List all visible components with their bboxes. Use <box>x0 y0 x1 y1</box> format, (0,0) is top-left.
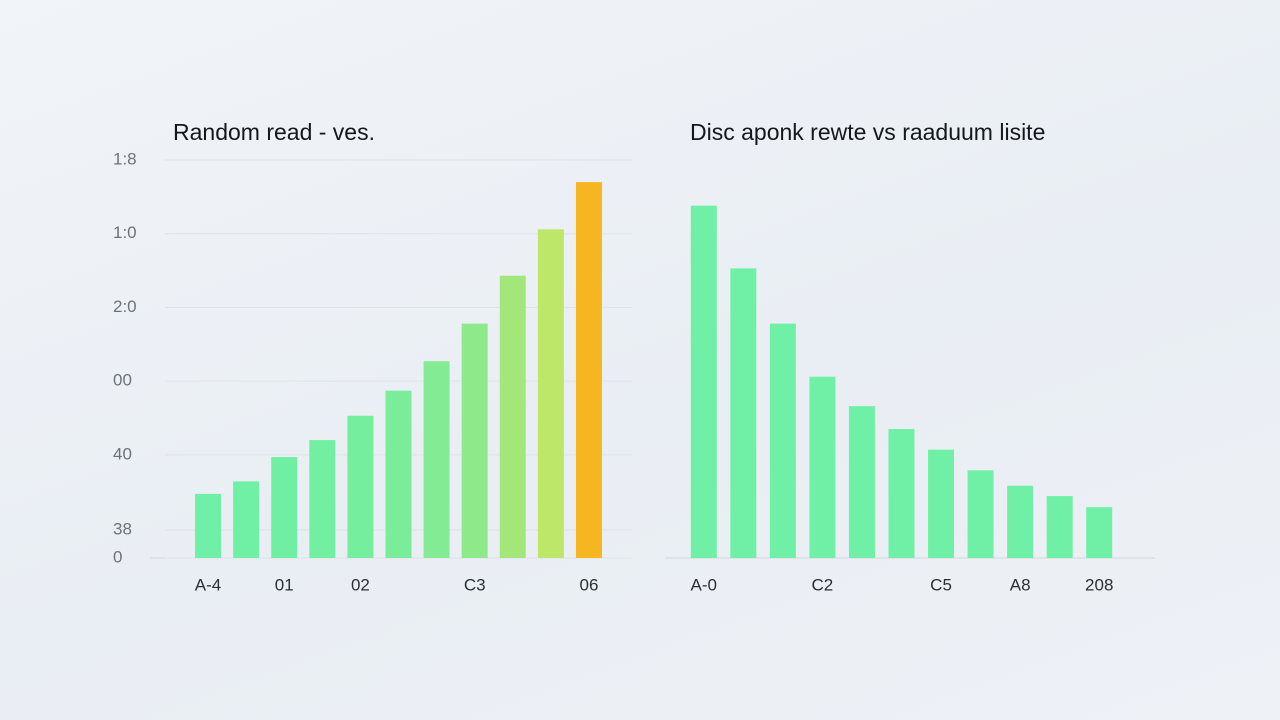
bar <box>575 182 602 558</box>
bar <box>769 323 796 558</box>
x-tick-label: C3 <box>464 575 486 594</box>
y-tick-label: 38 <box>113 519 132 538</box>
bar <box>730 268 757 558</box>
x-tick-label: 01 <box>275 575 294 594</box>
y-tick-label: 1:8 <box>113 149 137 168</box>
bar <box>195 493 222 558</box>
bar <box>928 449 955 558</box>
bar <box>537 229 564 558</box>
bar <box>809 376 836 558</box>
y-tick-label: 1:0 <box>113 223 137 242</box>
x-tick-label: 02 <box>351 575 370 594</box>
bar <box>848 406 875 558</box>
bar <box>233 481 260 558</box>
x-tick-label: 06 <box>579 575 598 594</box>
y-tick-label: 00 <box>113 371 132 390</box>
bar <box>1046 496 1073 558</box>
x-tick-label: C2 <box>812 575 834 594</box>
bar <box>690 205 717 558</box>
bar <box>888 429 915 558</box>
x-tick-label: A-0 <box>691 575 717 594</box>
bar <box>347 415 374 558</box>
x-tick-label: A8 <box>1010 575 1031 594</box>
y-tick-label: 40 <box>113 444 132 463</box>
y-tick-label: 2:0 <box>113 297 137 316</box>
bar <box>967 470 994 558</box>
bar <box>385 390 412 558</box>
chart-title: Disc aponk rewte vs raaduum lisite <box>690 119 1045 145</box>
bar <box>1007 485 1034 558</box>
bar <box>309 440 336 558</box>
x-tick-label: 208 <box>1085 575 1113 594</box>
bar <box>1086 507 1113 558</box>
bar <box>423 361 450 558</box>
y-tick-label: 0 <box>113 547 122 566</box>
bar <box>499 275 526 558</box>
x-tick-label: C5 <box>930 575 952 594</box>
x-tick-label: A-4 <box>195 575 221 594</box>
bar <box>461 323 488 558</box>
chart-title: Random read - ves. <box>173 119 375 145</box>
bar <box>271 457 298 558</box>
